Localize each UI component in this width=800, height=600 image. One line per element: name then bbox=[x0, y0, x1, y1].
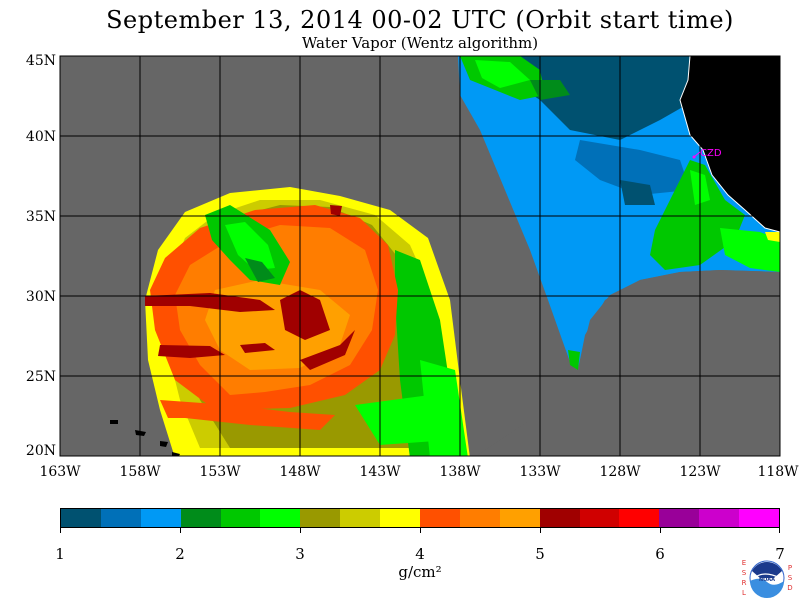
logo-letter-l: L bbox=[742, 589, 746, 597]
lon-label: 118W bbox=[757, 464, 799, 480]
colorbar-segment bbox=[499, 509, 540, 527]
colorbar-segment bbox=[459, 509, 500, 527]
longitude-labels: 163W 158W 153W 148W 143W 138W 133W 128W … bbox=[39, 464, 799, 480]
colorbar-segment bbox=[220, 509, 261, 527]
colorbar-tickmark bbox=[420, 527, 421, 533]
colorbar-tick-label: 6 bbox=[655, 545, 665, 563]
logo-letter-e: E bbox=[742, 559, 746, 567]
colorbar-segment bbox=[420, 509, 460, 527]
logo-letter-p: P bbox=[788, 564, 792, 572]
colorbar-tickmark bbox=[60, 527, 61, 533]
colorbar-tick-label: 7 bbox=[775, 545, 785, 563]
station-marker: CZD bbox=[692, 148, 722, 159]
colorbar-tick-label: 1 bbox=[55, 545, 65, 563]
colorbar-segment bbox=[659, 509, 700, 527]
colorbar-segment bbox=[619, 509, 660, 527]
logo-letter-s2: S bbox=[788, 574, 793, 582]
lon-label: 143W bbox=[359, 464, 401, 480]
colorbar-segment bbox=[340, 509, 381, 527]
lat-label: 35N bbox=[26, 209, 56, 225]
colorbar-segment bbox=[260, 509, 301, 527]
noaa-esrl-psd-logo: E S R L P S D NOAA bbox=[742, 559, 793, 598]
colorbar-segment bbox=[739, 509, 780, 527]
lon-label: 128W bbox=[599, 464, 641, 480]
colorbar-segment bbox=[140, 509, 181, 527]
colorbar-segment bbox=[539, 509, 580, 527]
colorbar-tickmark bbox=[180, 527, 181, 533]
logo-letter-d: D bbox=[787, 584, 792, 592]
coastline bbox=[679, 56, 780, 233]
colorbar-segment bbox=[380, 509, 421, 527]
lon-label: 133W bbox=[519, 464, 561, 480]
lon-label: 163W bbox=[39, 464, 81, 480]
colorbar-tickmark bbox=[300, 527, 301, 533]
lat-label: 20N bbox=[26, 443, 56, 459]
lat-label: 30N bbox=[26, 289, 56, 305]
map-frame bbox=[59, 55, 781, 457]
map-plot-area bbox=[60, 56, 780, 456]
station-label: CZD bbox=[700, 148, 722, 159]
colorbar-segment bbox=[699, 509, 740, 527]
colorbar bbox=[60, 508, 780, 528]
colorbar-tickmark bbox=[540, 527, 541, 533]
colorbar-tick-label: 5 bbox=[535, 545, 545, 563]
logo-letter-s: S bbox=[742, 569, 747, 577]
colorbar-unit: g/cm² bbox=[398, 563, 442, 581]
colorbar-tick-label: 4 bbox=[415, 545, 425, 563]
lat-label: 25N bbox=[26, 369, 56, 385]
colorbar-segment bbox=[579, 509, 620, 527]
map-subtitle: Water Vapor (Wentz algorithm) bbox=[301, 34, 539, 52]
colorbar-segment bbox=[61, 509, 101, 527]
lon-label: 148W bbox=[279, 464, 321, 480]
colorbar-tick-label: 2 bbox=[175, 545, 185, 563]
water-vapor-map: CZD 45N 40N 35N 30N 25N 20N 163W 158W 15… bbox=[26, 53, 799, 480]
colorbar-segment bbox=[180, 509, 221, 527]
map-title: September 13, 2014 00-02 UTC (Orbit star… bbox=[106, 6, 734, 34]
lat-label: 45N bbox=[26, 53, 56, 69]
colorbar-tickmark bbox=[779, 527, 780, 533]
colorbar-tickmark bbox=[660, 527, 661, 533]
lon-label: 153W bbox=[199, 464, 241, 480]
noaa-logo-text: NOAA bbox=[759, 577, 775, 583]
colorbar-segment bbox=[300, 509, 341, 527]
cyclone-swath bbox=[110, 187, 470, 456]
land-california bbox=[680, 56, 780, 232]
logo-letter-r: R bbox=[742, 579, 747, 587]
colorbar-segment bbox=[100, 509, 141, 527]
lon-label: 123W bbox=[679, 464, 721, 480]
latitude-labels: 45N 40N 35N 30N 25N 20N bbox=[26, 53, 56, 459]
lon-label: 138W bbox=[439, 464, 481, 480]
map-grid bbox=[60, 56, 780, 456]
lat-label: 40N bbox=[26, 129, 56, 145]
lon-label: 158W bbox=[119, 464, 161, 480]
colorbar-tick-label: 3 bbox=[295, 545, 305, 563]
